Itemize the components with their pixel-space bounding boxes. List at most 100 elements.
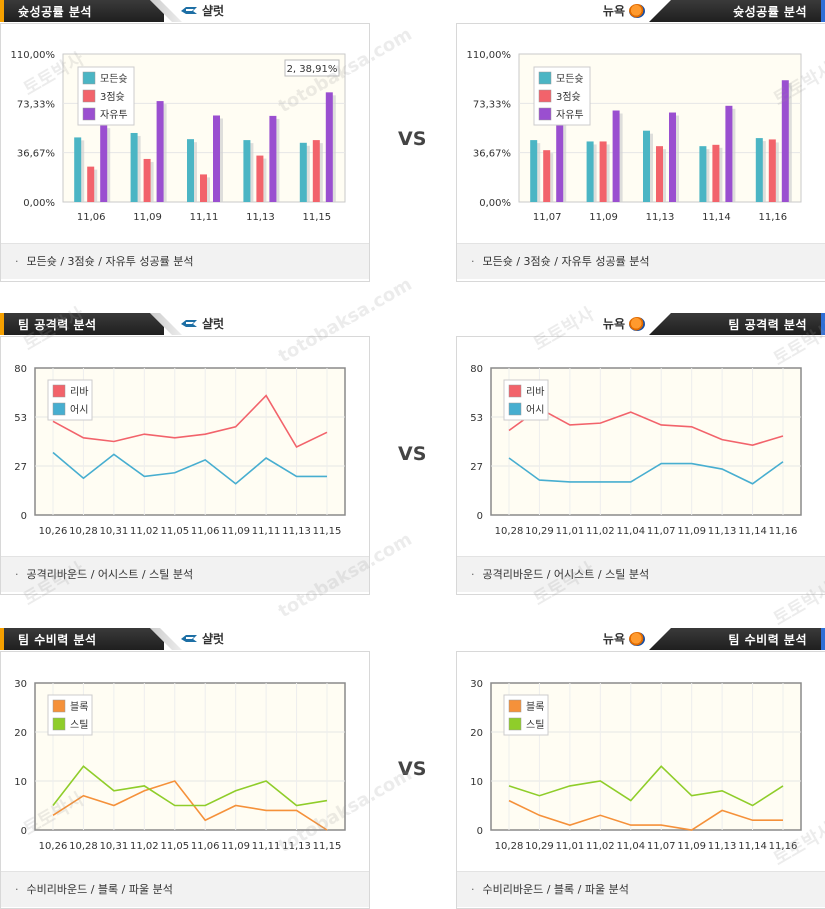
x-tick-label: 11,07: [647, 841, 676, 852]
bar: [755, 138, 763, 202]
chart-panel-right: 110,00% 73,33% 36,67% 0,00% 11,07 11,09 11,13 1…: [456, 23, 825, 282]
x-tick-label: 11,13: [646, 212, 675, 223]
y-tick-label: 80: [470, 364, 483, 375]
bar: [256, 155, 264, 202]
knicks-logo-icon: [629, 316, 645, 331]
chart-caption: · 수비리바운드 / 블록 / 파울 분석: [1, 871, 369, 907]
y-tick-label: 10: [14, 777, 27, 788]
x-tick-label: 11,02: [130, 526, 159, 537]
knicks-logo-icon: [629, 631, 645, 646]
legend-swatch: [508, 384, 522, 398]
x-tick-label: 11,16: [758, 212, 787, 223]
y-tick-label: 30: [470, 679, 483, 690]
chart-panel-left: 110,00% 73,33% 36,67% 0,00% 11,06 11,09 11,11 1…: [0, 23, 370, 282]
bar: [325, 92, 333, 202]
series-line: [52, 765, 328, 807]
x-tick-label: 10,31: [100, 841, 129, 852]
legend-label: 리바: [526, 386, 544, 398]
x-tick-label: 11,13: [282, 841, 311, 852]
bar: [699, 146, 707, 202]
y-tick-label: 0: [21, 511, 27, 522]
section-title: 슛성공률 분석: [18, 5, 92, 19]
legend-swatch: [52, 402, 66, 416]
x-tick-label: 11,04: [616, 526, 645, 537]
legend-label: 자유투: [556, 109, 584, 121]
shooting-chart-left: 110,00% 73,33% 36,67% 0,00% 11,06 11,09 11,11 1…: [11, 50, 346, 223]
chart-panel-right: 80 53 27 0 10,28 10,29 11,01 11,02 11,04 11,07 11,…: [456, 336, 825, 595]
y-tick-label: 53: [14, 413, 27, 424]
x-tick-label: 11,05: [160, 841, 189, 852]
x-tick-label: 11,11: [252, 841, 281, 852]
y-tick-label: 80: [14, 364, 27, 375]
bar: [156, 101, 164, 202]
x-tick-label: 11,15: [302, 212, 331, 223]
y-tick-label: 0: [21, 826, 27, 837]
legend-swatch: [508, 717, 522, 731]
section-title-right: 슛성공률 분석: [733, 5, 807, 19]
legend-label: 리바: [70, 386, 88, 398]
x-tick-label: 11,11: [252, 526, 281, 537]
legend-label: 모든슛: [556, 73, 584, 85]
x-tick-label: 11,09: [133, 212, 162, 223]
vs-label: VS: [398, 128, 427, 150]
x-tick-label: 11,02: [130, 841, 159, 852]
y-tick-label: 110,00%: [467, 50, 512, 61]
header-left: 팀 수비력 분석 샬럿: [0, 628, 412, 651]
x-tick-label: 10,29: [525, 841, 554, 852]
hornets-logo-icon: [181, 320, 197, 327]
bar: [530, 140, 538, 202]
series-line: [508, 799, 783, 831]
bar: [213, 115, 220, 202]
x-tick-label: 11,09: [221, 841, 250, 852]
bar: [586, 141, 594, 202]
x-tick-label: 11,04: [616, 841, 645, 852]
header-right: 팀 수비력 분석 뉴욕: [413, 628, 825, 651]
header-right: 슛성공률 분석 뉴욕: [413, 0, 825, 23]
x-tick-label: 11,06: [191, 841, 220, 852]
team-label-left: 샬럿: [180, 315, 224, 332]
bar: [725, 105, 733, 202]
section-title-right: 팀 수비력 분석: [728, 633, 807, 647]
tooltip-box: [284, 59, 340, 77]
x-tick-label: 11,14: [738, 526, 767, 537]
bar: [556, 103, 564, 202]
legend-swatch: [52, 384, 66, 398]
x-tick-label: 11,05: [160, 526, 189, 537]
x-tick-label: 11,02: [586, 841, 615, 852]
legend-label: 어시: [70, 404, 88, 416]
legend-swatch: [82, 107, 96, 121]
bar: [712, 144, 720, 202]
bar: [74, 137, 82, 202]
x-tick-label: 11,14: [702, 212, 731, 223]
x-tick-label: 11,13: [708, 526, 737, 537]
series-line: [508, 765, 784, 807]
legend-swatch: [82, 71, 96, 85]
x-tick-label: 10,31: [100, 526, 129, 537]
knicks-logo-icon: [629, 3, 645, 18]
team-label-left: 샬럿: [180, 2, 224, 19]
header-left: 슛성공률 분석 샬럿: [0, 0, 412, 23]
x-tick-label: 11,09: [677, 841, 706, 852]
y-tick-label: 10: [470, 777, 483, 788]
y-tick-label: 0: [477, 826, 483, 837]
y-tick-label: 0: [477, 511, 483, 522]
x-tick-label: 11,06: [191, 526, 220, 537]
y-tick-label: 110,00%: [11, 50, 56, 61]
x-tick-label: 11,13: [282, 526, 311, 537]
y-tick-label: 0,00%: [23, 198, 55, 209]
bar: [100, 125, 108, 202]
series-line: [52, 780, 328, 831]
bar: [269, 115, 277, 202]
chart-caption: · 모든슛 / 3점슛 / 자유투 성공률 분석: [457, 243, 825, 279]
legend-label: 모든슛: [100, 73, 128, 85]
bar: [599, 141, 607, 202]
chart-caption: · 모든슛 / 3점슛 / 자유투 성공률 분석: [1, 243, 369, 279]
y-tick-label: 20: [470, 728, 483, 739]
tooltip-label: 2, 38,91%: [287, 64, 338, 75]
y-tick-label: 27: [470, 462, 483, 473]
chart-caption: · 공격리바운드 / 어시스트 / 스틸 분석: [1, 556, 369, 592]
